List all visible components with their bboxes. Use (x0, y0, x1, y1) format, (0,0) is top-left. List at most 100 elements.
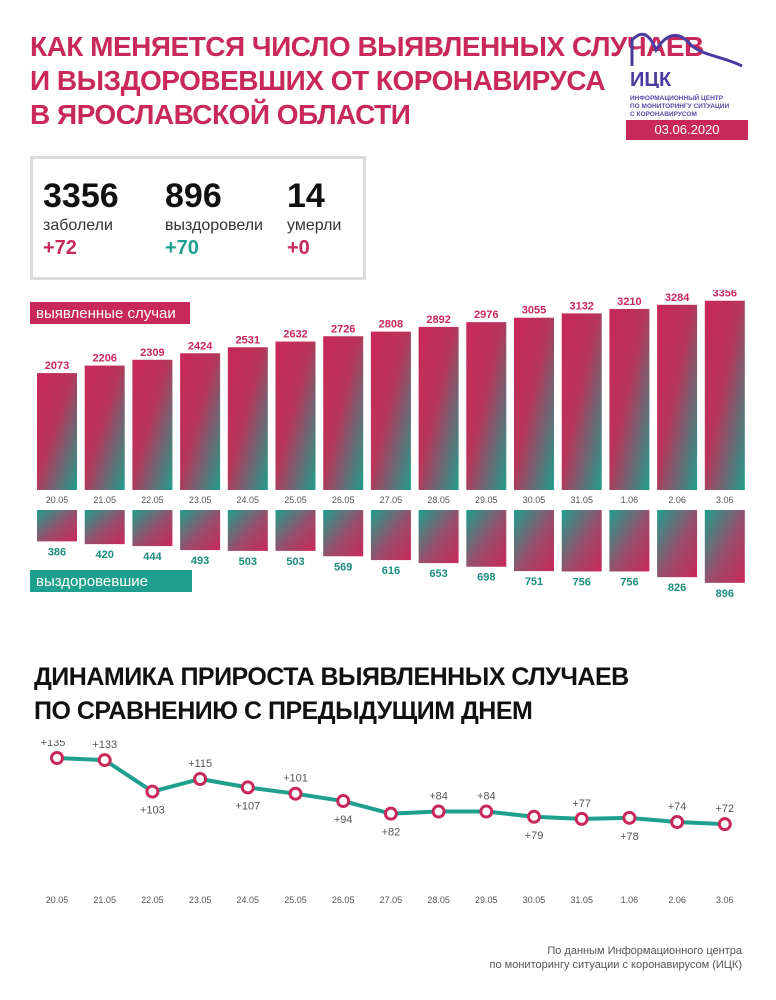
line-point (383, 806, 398, 821)
bar-cases-label: 3132 (569, 300, 593, 312)
stat-died-label: умерли (287, 217, 342, 234)
legend-recovered (30, 570, 192, 592)
line-point (193, 772, 208, 786)
bar-cases (466, 322, 507, 490)
bar-cases (370, 331, 411, 490)
x-tick-label: 1.06 (621, 895, 639, 905)
x-tick-label: 21.05 (93, 895, 116, 905)
stat-infected: 3356 заболели +72 (43, 177, 119, 260)
stat-recovered-delta: +70 (165, 237, 199, 259)
bar-cases (561, 313, 602, 490)
bar-cases-label: 3210 (617, 296, 641, 308)
line-point (97, 753, 112, 768)
line-point (574, 811, 589, 826)
logo-name: ИЦК (630, 69, 672, 88)
line-point-label: +79 (525, 830, 544, 842)
bar-cases-label: 2632 (283, 329, 307, 341)
bar-cases (609, 308, 650, 490)
bar-cases (323, 336, 364, 490)
legend-cases-label: выявленные случаи (36, 305, 176, 322)
bar-recovered-label: 751 (525, 576, 543, 588)
bar-cases-label: 2424 (188, 340, 213, 352)
bar-recovered (609, 510, 650, 572)
bar-cases (84, 365, 125, 490)
line-point-label: +84 (477, 791, 496, 803)
bar-cases (418, 326, 459, 490)
bar-recovered-label: 420 (96, 549, 114, 561)
bar-chart: выявленные случаи выздоровевшие 2073 20.0… (30, 290, 745, 600)
bar-recovered (466, 510, 507, 567)
line-point (717, 817, 732, 832)
x-tick-label: 23.05 (189, 495, 212, 505)
x-tick-label: 29.05 (475, 495, 498, 505)
title-line-3: В ЯРОСЛАВСКОЙ ОБЛАСТИ (30, 99, 411, 130)
logo: ИЦК ИНФОРМАЦИОННЫЙ ЦЕНТР ПО МОНИТОРИНГУ … (626, 26, 748, 119)
line-point-label: +72 (715, 803, 734, 815)
bar-recovered (657, 510, 698, 578)
stat-died: 14 умерли +0 (287, 177, 341, 260)
stat-infected-value: 3356 (43, 177, 119, 215)
bar-cases (132, 359, 173, 490)
bar-recovered (84, 510, 125, 545)
bar-cases-label: 2531 (236, 334, 260, 346)
logo-subtitle-1: ИНФОРМАЦИОННЫЙ ЦЕНТР (630, 95, 724, 102)
line-chart-title-2: ПО СРАВНЕНИЮ С ПРЕДЫДУЩИМ ДНЕМ (34, 697, 533, 725)
line-point (527, 809, 541, 824)
line-point (50, 751, 64, 765)
bar-recovered-label: 386 (48, 546, 66, 558)
bar-cases-label: 3055 (522, 305, 546, 317)
x-tick-label: 26.05 (332, 895, 355, 905)
x-tick-label: 20.05 (46, 495, 69, 505)
bar-cases-label: 3356 (713, 290, 737, 300)
bar-recovered-label: 444 (143, 551, 162, 563)
stat-infected-label: заболели (43, 217, 113, 234)
source-note: По данным Информационного центра по мони… (490, 944, 742, 972)
line-chart: +135 20.05 +133 21.05 +103 22.05 +115 23.05 +107… (41, 740, 735, 905)
line-point-label: +101 (283, 773, 308, 785)
bar-recovered-label: 653 (429, 568, 447, 580)
bar-cases-label: 2892 (426, 314, 450, 326)
title-line-1: КАК МЕНЯЕТСЯ ЧИСЛО ВЫЯВЛЕННЫХ СЛУЧАЕВ (30, 31, 704, 62)
stat-recovered-value: 896 (165, 177, 222, 215)
line-point-label: +77 (572, 798, 591, 810)
date-badge: 03.06.2020 (626, 120, 748, 140)
page-title: КАК МЕНЯЕТСЯ ЧИСЛО ВЫЯВЛЕННЫХ СЛУЧАЕВ И … (30, 30, 704, 132)
x-tick-label: 21.05 (93, 495, 116, 505)
bar-recovered-label: 698 (477, 572, 495, 584)
bar-recovered (37, 510, 77, 542)
line-point (431, 804, 446, 819)
bar-cases (227, 347, 268, 490)
stat-died-delta: +0 (287, 237, 310, 259)
bar-recovered (227, 510, 268, 551)
line-point-label: +78 (620, 831, 639, 843)
bar-recovered (132, 510, 173, 547)
bar-cases-label: 2206 (92, 353, 116, 365)
stat-died-value: 14 (287, 177, 325, 215)
x-tick-label: 2.06 (668, 895, 686, 905)
line-point (145, 784, 160, 799)
line-point (336, 794, 351, 809)
bar-cases (514, 317, 554, 490)
bar-cases-label: 2309 (140, 347, 164, 359)
bar-recovered (323, 510, 364, 557)
bar-recovered (704, 510, 745, 583)
x-tick-label: 31.05 (570, 495, 593, 505)
bar-recovered-label: 826 (668, 582, 686, 594)
x-tick-label: 22.05 (141, 495, 164, 505)
bar-cases (704, 300, 745, 490)
bar-recovered-label: 569 (334, 561, 352, 573)
bar-cases (180, 353, 221, 490)
stat-infected-delta: +72 (43, 237, 77, 259)
title-line-2: И ВЫЗДОРОВЕВШИХ ОТ КОРОНАВИРУСА (30, 65, 606, 96)
x-tick-label: 28.05 (427, 495, 450, 505)
bar-recovered-label: 503 (286, 556, 304, 568)
x-tick-label: 2.06 (668, 495, 686, 505)
line-point (288, 786, 303, 801)
x-tick-label: 3.06 (716, 495, 734, 505)
bar-recovered-label: 503 (239, 556, 257, 568)
stat-recovered: 896 выздоровели +70 (165, 177, 263, 260)
bar-cases-label: 2808 (379, 319, 403, 331)
stats-box: 3356 заболели +72 896 выздоровели +70 14… (30, 156, 366, 280)
bar-cases-label: 2726 (331, 323, 355, 335)
legend-cases (30, 302, 190, 324)
